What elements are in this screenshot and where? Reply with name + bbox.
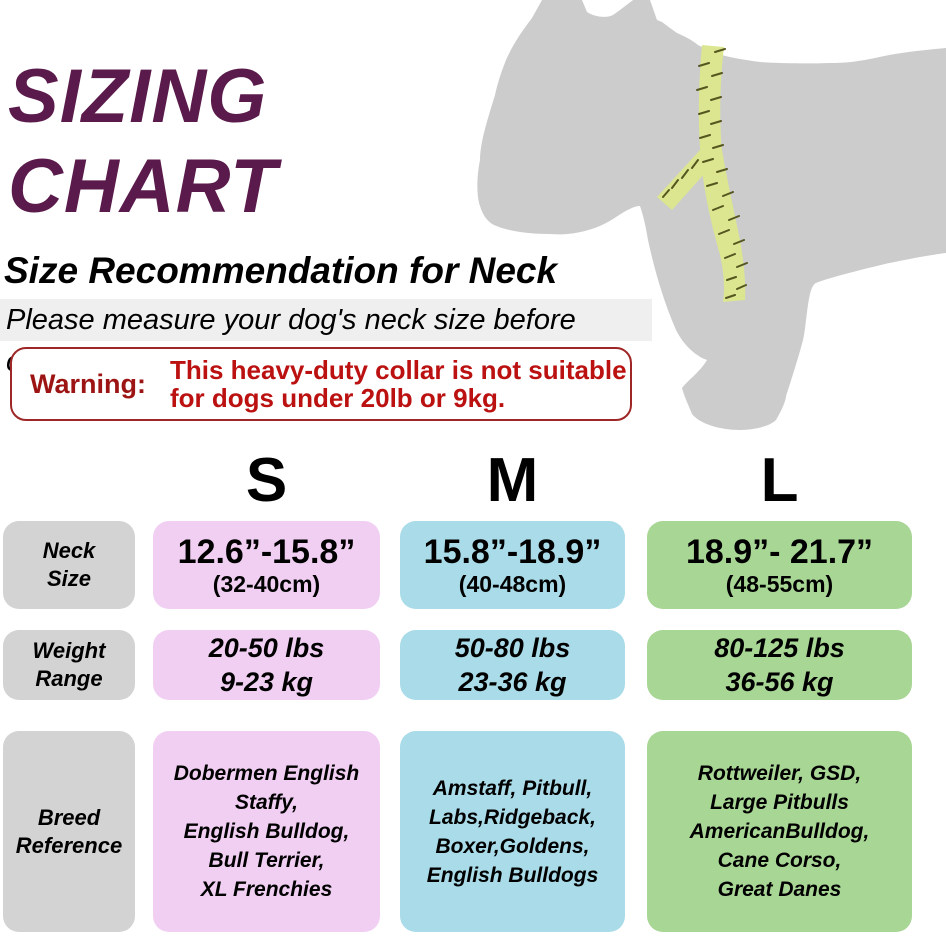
neck-size-inches-l: 18.9”- 21.7” <box>685 533 874 571</box>
subtitle: Size Recommendation for Neck <box>4 250 558 291</box>
measuring-tape-neck-wrap <box>657 150 714 210</box>
warning-label: Warning: <box>30 368 146 399</box>
neck-size-cell-l: 18.9”- 21.7” (48-55cm) <box>647 521 912 609</box>
breed-reference-cell-s: Dobermen English Staffy, English Bulldog… <box>153 731 380 932</box>
row-label-weight-range-text: Weight Range <box>32 638 106 691</box>
neck-size-cm-l: (48-55cm) <box>725 571 834 597</box>
measure-note: Please measure your dog's neck size befo… <box>0 299 652 378</box>
neck-size-cell-m: 15.8”-18.9” (40-48cm) <box>400 521 625 609</box>
breed-reference-text-l: Rottweiler, GSD, Large Pitbulls American… <box>689 762 870 901</box>
neck-size-inches-s: 12.6”-15.8” <box>177 533 356 571</box>
measuring-tape-band <box>698 45 746 302</box>
column-header-m: M <box>486 446 539 515</box>
row-label-breed-reference-text: Breed Reference <box>15 804 123 858</box>
weight-range-text-m: 50-80 lbs 23-36 kg <box>454 633 571 697</box>
neck-size-cell-s: 12.6”-15.8” (32-40cm) <box>153 521 380 609</box>
column-header-s: S <box>245 446 288 515</box>
neck-size-cm-s: (32-40cm) <box>212 571 321 597</box>
weight-range-text-s: 20-50 lbs 9-23 kg <box>208 633 325 697</box>
breed-reference-text-m: Amstaff, Pitbull, Labs,Ridgeback, Boxer,… <box>426 776 599 887</box>
breed-reference-cell-l: Rottweiler, GSD, Large Pitbulls American… <box>647 731 912 932</box>
row-label-neck-size: Neck Size <box>3 521 135 609</box>
warning-text: This heavy-duty collar is not suitable f… <box>169 355 627 413</box>
breed-reference-cell-m: Amstaff, Pitbull, Labs,Ridgeback, Boxer,… <box>400 731 625 932</box>
measuring-tape <box>657 45 748 302</box>
neck-size-cm-m: (40-48cm) <box>458 571 567 597</box>
warning-box: Warning: This heavy-duty collar is not s… <box>10 347 632 421</box>
breed-reference-text-s: Dobermen English Staffy, English Bulldog… <box>173 762 360 901</box>
dog-silhouette-illustration <box>477 0 946 430</box>
neck-size-inches-m: 15.8”-18.9” <box>423 533 602 571</box>
weight-range-cell-m: 50-80 lbs 23-36 kg <box>400 630 625 700</box>
column-header-l: L <box>760 446 799 515</box>
row-label-weight-range: Weight Range <box>3 630 135 700</box>
page-title: SIZING CHART <box>8 54 278 229</box>
row-label-breed-reference: Breed Reference <box>3 731 135 932</box>
weight-range-text-l: 80-125 lbs 36-56 kg <box>714 633 845 697</box>
row-label-neck-size-text: Neck Size <box>42 538 96 591</box>
weight-range-cell-l: 80-125 lbs 36-56 kg <box>647 630 912 700</box>
measuring-tape-ticks <box>662 48 748 299</box>
weight-range-cell-s: 20-50 lbs 9-23 kg <box>153 630 380 700</box>
